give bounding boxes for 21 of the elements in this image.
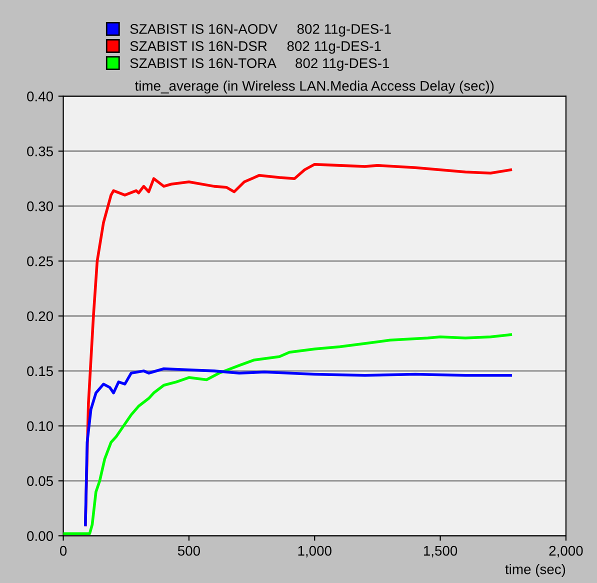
y-tick-label: 0.40 [27,92,54,102]
line-series [63,333,512,535]
y-tick-label: 0.05 [27,476,53,486]
x-tick-label: 1,500 [424,546,458,558]
y-tick-label: 0.30 [27,201,54,212]
legend-label: SZABIST IS 16N-AODV 802 11g-DES-1 [130,24,391,37]
line-series [84,367,512,526]
y-tick-label: 0.15 [27,366,53,376]
x-tick-label: 1,000 [298,546,332,558]
y-tick-label: 0.35 [27,146,53,156]
x-axis-title: time (sec) [505,564,566,577]
legend-label: SZABIST IS 16N-TORA 802 11g-DES-1 [130,58,390,71]
chart-title: time_average (in Wireless LAN.Media Access Delay (sec)) [134,80,494,94]
y-tick-label: 0.25 [27,256,53,266]
x-tick-label: 500 [178,546,200,556]
y-tick-label: 0.20 [27,311,54,322]
y-tick-label: 0.10 [27,421,54,432]
x-tick-label: 0 [60,546,67,556]
x-tick-label: 2,000 [549,546,583,558]
legend-label: SZABIST IS 16N-DSR 802 11g-DES-1 [130,41,381,54]
y-tick-label: 0.00 [27,531,54,541]
